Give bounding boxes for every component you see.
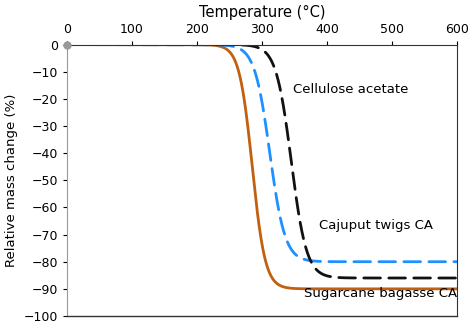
Cellulose acetate: [135, 43, 141, 47]
Cajuput twigs CA: [454, 260, 460, 264]
Cajuput twigs CA: [64, 43, 70, 47]
Cellulose acetate: [454, 276, 460, 280]
Cajuput twigs CA: [355, 260, 361, 264]
Sugarcane bagasse CA: [318, 287, 323, 291]
Sugarcane bagasse CA: [135, 43, 141, 47]
Y-axis label: Relative mass change (%): Relative mass change (%): [5, 94, 18, 267]
Cellulose acetate: [355, 276, 361, 280]
Line: Sugarcane bagasse CA: Sugarcane bagasse CA: [67, 45, 457, 289]
Cellulose acetate: [385, 276, 391, 280]
Sugarcane bagasse CA: [298, 287, 304, 291]
Cellulose acetate: [298, 224, 304, 228]
Line: Cellulose acetate: Cellulose acetate: [67, 45, 457, 278]
Line: Cajuput twigs CA: Cajuput twigs CA: [67, 45, 457, 262]
Cajuput twigs CA: [135, 43, 141, 47]
Cajuput twigs CA: [213, 43, 219, 47]
Sugarcane bagasse CA: [454, 287, 460, 291]
Text: Sugarcane bagasse CA: Sugarcane bagasse CA: [304, 287, 457, 300]
Cajuput twigs CA: [298, 256, 304, 260]
Sugarcane bagasse CA: [385, 287, 391, 291]
X-axis label: Temperature (°C): Temperature (°C): [199, 5, 325, 20]
Sugarcane bagasse CA: [213, 43, 219, 47]
Sugarcane bagasse CA: [64, 43, 70, 47]
Cellulose acetate: [213, 43, 219, 47]
Cajuput twigs CA: [318, 260, 323, 264]
Cellulose acetate: [318, 271, 323, 275]
Cajuput twigs CA: [385, 260, 391, 264]
Text: Cellulose acetate: Cellulose acetate: [293, 84, 409, 96]
Cellulose acetate: [64, 43, 70, 47]
Sugarcane bagasse CA: [355, 287, 361, 291]
Text: Cajuput twigs CA: Cajuput twigs CA: [319, 219, 433, 232]
